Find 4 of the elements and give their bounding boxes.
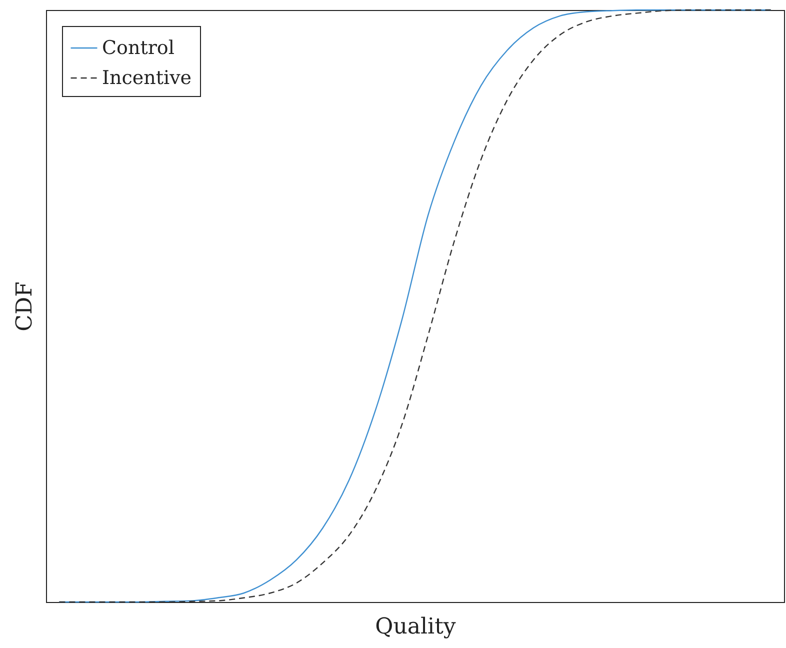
y-axis-title: CDF [12,282,38,332]
legend-label: Incentive [102,67,192,89]
legend-label: Control [102,37,174,59]
x-axis-title: Quality [375,614,456,640]
